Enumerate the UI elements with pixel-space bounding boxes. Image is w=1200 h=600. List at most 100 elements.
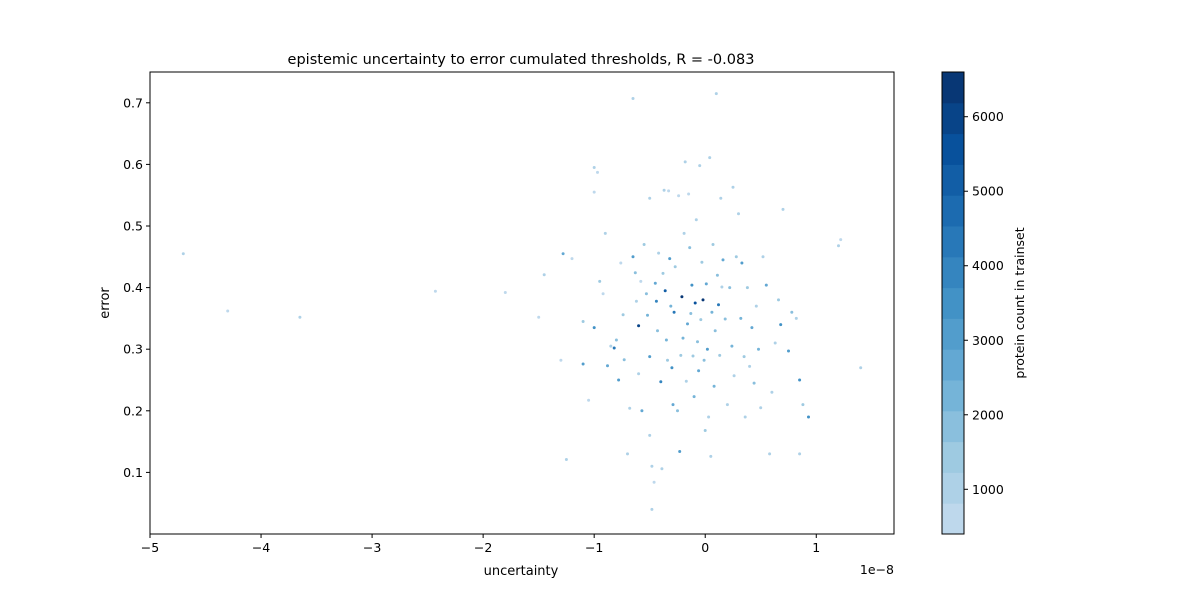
colorbar-band [942,256,964,289]
x-tick-label: −3 [363,540,381,555]
data-point [839,238,843,242]
data-point [592,190,596,194]
data-point [631,97,635,100]
data-point [708,156,712,160]
data-point [781,207,785,211]
y-tick-label: 0.1 [123,465,143,480]
data-point [698,164,702,168]
data-point [634,299,638,303]
data-point [694,218,698,222]
points-layer [181,92,863,511]
data-point [633,271,637,275]
data-point [720,285,724,289]
data-point [764,283,768,287]
data-point [680,295,684,299]
data-point [702,358,706,362]
data-point [659,380,663,384]
colorbar-band [942,287,964,319]
data-point [770,390,774,394]
data-point [686,322,689,326]
data-point [682,231,686,235]
colorbar-band [942,380,964,412]
data-point [728,286,732,290]
data-point [754,304,758,308]
y-axis-ticks: 0.1 0.2 0.3 0.4 0.5 0.6 0.7 [123,95,150,480]
data-point [581,362,585,366]
data-point [773,341,777,345]
data-point [648,196,652,200]
data-point [692,395,696,399]
data-point [592,326,596,330]
data-point [705,347,709,351]
data-point [709,454,713,458]
data-point [743,415,747,419]
data-point [621,313,625,317]
data-point [794,316,798,320]
colorbar-tick-label: 3000 [972,333,1004,348]
data-point [725,403,729,407]
data-point [660,467,664,471]
data-point [688,246,692,250]
data-point [626,452,629,456]
data-point [619,261,623,265]
data-point [787,349,790,353]
y-tick-label: 0.3 [123,342,143,357]
data-point [640,409,644,413]
data-point [559,358,563,362]
data-point [622,358,626,362]
data-point [712,384,716,388]
data-point [721,258,725,262]
data-point [691,354,695,358]
x-tick-label: 1 [812,540,820,555]
data-point [570,257,574,261]
colorbar-band [942,441,964,473]
data-point [859,366,863,370]
colorbar-band [942,410,964,443]
data-point [298,315,302,319]
x-tick-label: −4 [252,540,270,555]
colorbar-tick-label: 2000 [972,407,1004,422]
data-point [779,323,783,327]
data-point [657,251,661,255]
data-point [696,340,699,344]
data-point [646,313,649,317]
data-point [740,261,744,265]
data-point [711,243,715,246]
data-point [681,336,685,340]
y-tick-label: 0.2 [123,403,143,418]
data-point [671,403,675,407]
data-point [693,301,697,305]
colorbar-band [942,133,964,165]
x-tick-label: −1 [585,540,603,555]
data-point [714,92,718,96]
data-point [678,450,682,453]
data-point [648,433,652,437]
data-point [672,310,676,314]
colorbar-band [942,503,964,535]
data-point [667,189,671,193]
data-point [639,279,643,283]
data-point [717,303,720,307]
y-tick-label: 0.4 [123,280,143,295]
data-point [614,338,618,342]
colorbar-tick-label: 5000 [972,184,1004,199]
data-point [628,406,632,410]
data-point [723,317,727,321]
data-point [433,289,437,293]
colorbar-band [942,102,964,135]
colorbar-tick-label: 1000 [972,482,1004,497]
data-point [592,166,596,169]
data-point [601,292,605,296]
data-point [652,480,656,484]
data-point [801,403,805,407]
y-tick-label: 0.7 [123,95,143,110]
data-point [673,265,677,269]
data-point [697,369,701,373]
data-point [669,304,673,308]
y-tick-label: 0.6 [123,157,143,172]
data-point [581,320,585,323]
data-point [748,364,752,368]
colorbar-tick-label: 6000 [972,109,1004,124]
colorbar-band [942,72,964,104]
